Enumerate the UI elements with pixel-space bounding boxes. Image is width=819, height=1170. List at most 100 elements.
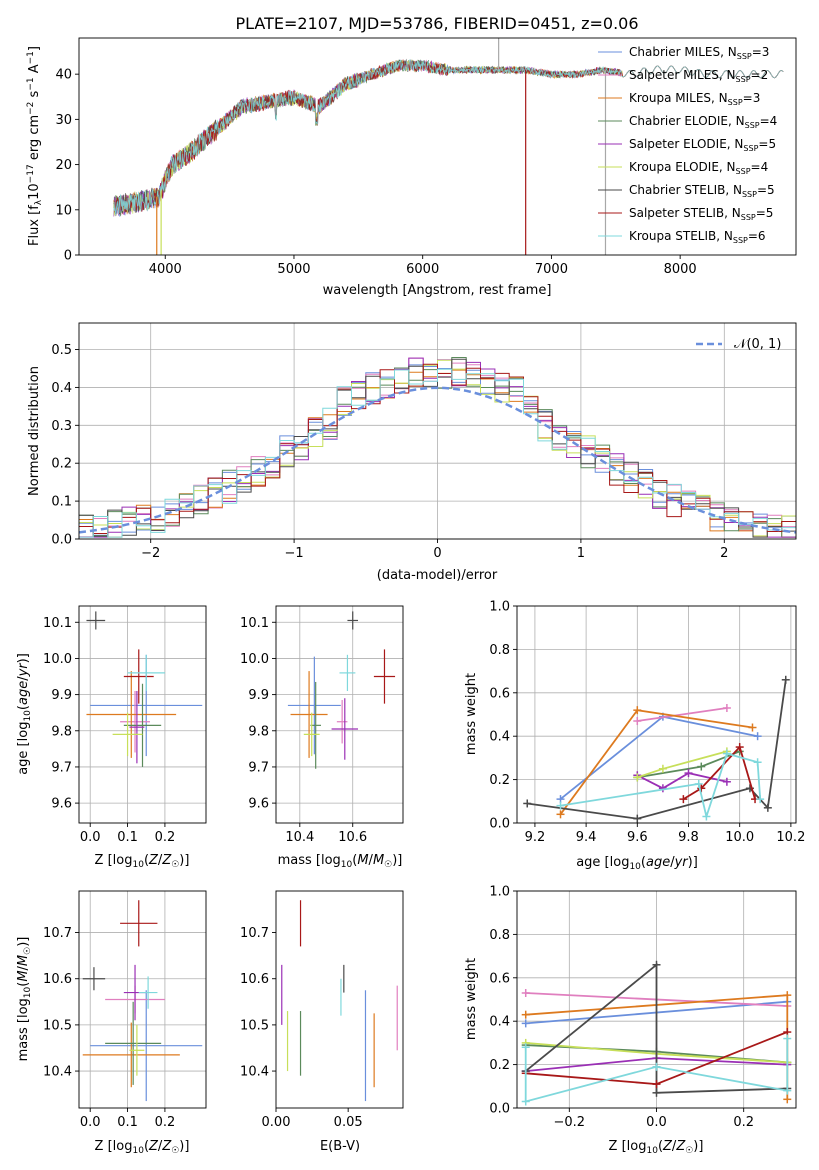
normal-curve (79, 386, 796, 534)
mw-z-ylabel: mass weight (464, 958, 479, 1040)
histogram-ylabel: Normed distribution (27, 366, 42, 496)
y-tick-label: 10.4 (43, 1065, 72, 1080)
y-tick-label: 0.8 (489, 643, 510, 658)
series-line (525, 962, 788, 1094)
plot-area (281, 900, 398, 1102)
plot-area (523, 675, 790, 823)
x-tick-label: 0.05 (334, 1115, 363, 1130)
age-ylabel: age [log10(age/yr)] (16, 653, 33, 775)
histogram-steps (79, 368, 796, 538)
x-tick-label: 10.0 (725, 830, 754, 845)
series-line (637, 750, 728, 779)
x-tick-label: −0.2 (554, 1115, 586, 1130)
y-tick-label: 10.1 (240, 616, 269, 631)
x-tick-label: 8000 (664, 262, 697, 277)
x-tick-label: −1 (285, 546, 304, 561)
y-tick-label: 0.1 (51, 495, 72, 510)
y-tick-label: 0.2 (51, 457, 72, 472)
y-tick-label: 10.7 (43, 926, 72, 941)
mass-vs-z-xlabel: Z [log10(Z/Z☉)] (95, 1139, 190, 1156)
y-tick-label: 10.0 (43, 652, 72, 667)
spectrum-xlabel: wavelength [Angstrom, rest frame] (323, 283, 552, 298)
age-vs-mass-panel: 10.4 10.6 9.6 9.7 9.8 9.9 10.0 10.1 (240, 605, 404, 845)
x-tick-label: 0.1 (117, 1115, 138, 1130)
mass-weight-vs-z-panel: −0.2 0.0 0.2 0.0 0.2 0.4 0.6 0.8 1.0 (489, 885, 797, 1130)
x-tick-label: 10.6 (338, 830, 367, 845)
y-tick-label: 0.0 (489, 1102, 510, 1117)
y-tick-label: 0.2 (489, 1058, 510, 1073)
mass-vs-ebv-panel: 0.00 0.05 10.4 10.5 10.6 10.7 (240, 890, 404, 1130)
histogram-xlabel: (data-model)/error (377, 568, 498, 583)
y-tick-label: 0.6 (489, 971, 510, 986)
series-line (637, 707, 728, 722)
axes-frame (516, 605, 797, 824)
age-vs-z-panel: 0.0 0.1 0.2 9.6 9.7 9.8 9.9 10.0 10.1 (43, 605, 207, 845)
mass-ylabel: mass [log10(M/M☉)] (16, 937, 33, 1062)
legend-label: Chabrier ELODIE, NSSP=4 (629, 114, 777, 130)
x-tick-label: 7000 (535, 262, 568, 277)
x-tick-label: 0.0 (646, 1115, 667, 1130)
age-vs-z-xlabel: Z [log10(Z/Z☉)] (95, 853, 190, 870)
x-tick-label: 0.0 (80, 1115, 101, 1130)
y-tick-label: 10.4 (240, 1065, 269, 1080)
y-tick-label: 10.6 (43, 972, 72, 987)
plot-area (82, 900, 203, 1102)
plot-area (79, 357, 796, 538)
legend-label: Kroupa MILES, NSSP=3 (629, 91, 760, 107)
y-tick-label: 0.0 (51, 533, 72, 548)
y-tick-label: 9.8 (248, 724, 269, 739)
grid-lines (276, 606, 403, 823)
legend-label: Chabrier MILES, NSSP=3 (629, 45, 769, 61)
x-tick-label: 9.4 (576, 830, 597, 845)
mw-age-ylabel: mass weight (464, 673, 479, 755)
axes-frame (78, 605, 207, 824)
y-tick-label: 10.7 (240, 926, 269, 941)
y-tick-label: 9.9 (51, 688, 72, 703)
legend-label: Salpeter MILES, NSSP=2 (629, 68, 768, 84)
y-tick-label: 9.6 (248, 797, 269, 812)
x-tick-label: 0.2 (733, 1115, 754, 1130)
x-tick-label: 9.2 (525, 830, 546, 845)
y-tick-label: 20 (55, 158, 72, 173)
x-tick-label: 9.8 (678, 830, 699, 845)
x-tick-label: 0.1 (117, 830, 138, 845)
x-tick-label: 6000 (406, 262, 439, 277)
age-vs-mass-xlabel: mass [log10(M/M☉)] (278, 853, 403, 870)
spectrum-line (113, 59, 784, 215)
y-tick-label: 0.0 (489, 817, 510, 832)
legend-label: Kroupa ELODIE, NSSP=4 (629, 160, 768, 176)
legend-label: Salpeter STELIB, NSSP=5 (629, 206, 773, 222)
y-tick-label: 40 (55, 68, 72, 83)
y-tick-label: 0.2 (489, 773, 510, 788)
y-tick-label: 0.4 (489, 730, 510, 745)
x-tick-label: 0.2 (155, 1115, 176, 1130)
series-line (636, 772, 728, 790)
figure-title: PLATE=2107, MJD=53786, FIBERID=0451, z=0… (235, 14, 638, 33)
series-line (560, 752, 762, 820)
y-tick-label: 10.0 (240, 652, 269, 667)
y-tick-label: 0.3 (51, 419, 72, 434)
axes-frame (78, 890, 207, 1109)
mass-vs-z-panel: 0.0 0.1 0.2 10.4 10.5 10.6 10.7 (43, 890, 207, 1130)
axes-frame (275, 890, 404, 1109)
y-tick-label: 9.9 (248, 688, 269, 703)
histogram-panel: −2 −1 0 1 2 0.0 0.1 0.2 0.3 0.4 0.5 (51, 322, 797, 561)
y-tick-label: 1.0 (489, 600, 510, 615)
axes-frame (275, 605, 404, 824)
y-tick-label: 10.5 (240, 1018, 269, 1033)
y-tick-label: 0.8 (489, 928, 510, 943)
spectrum-ylabel: Flux [fλ10−17 erg cm−2 s−1 A−1] (26, 46, 44, 246)
y-tick-label: 9.8 (51, 724, 72, 739)
x-tick-label: 9.6 (627, 830, 648, 845)
mw-age-xlabel: age [log10(age/yr)] (576, 855, 698, 872)
spectrum-legend: Chabrier MILES, NSSP=3 Salpeter MILES, NS… (598, 45, 777, 245)
normal-legend-label: 𝒩(0, 1) (734, 337, 781, 352)
mw-z-xlabel: Z [log10(Z/Z☉)] (609, 1139, 704, 1156)
x-tick-label: 0.2 (155, 830, 176, 845)
mass-vs-ebv-xlabel: E(B-V) (320, 1139, 360, 1154)
y-tick-label: 1.0 (489, 885, 510, 900)
plot-area (113, 38, 784, 255)
y-tick-label: 0 (64, 249, 72, 264)
x-tick-label: 5000 (277, 262, 310, 277)
